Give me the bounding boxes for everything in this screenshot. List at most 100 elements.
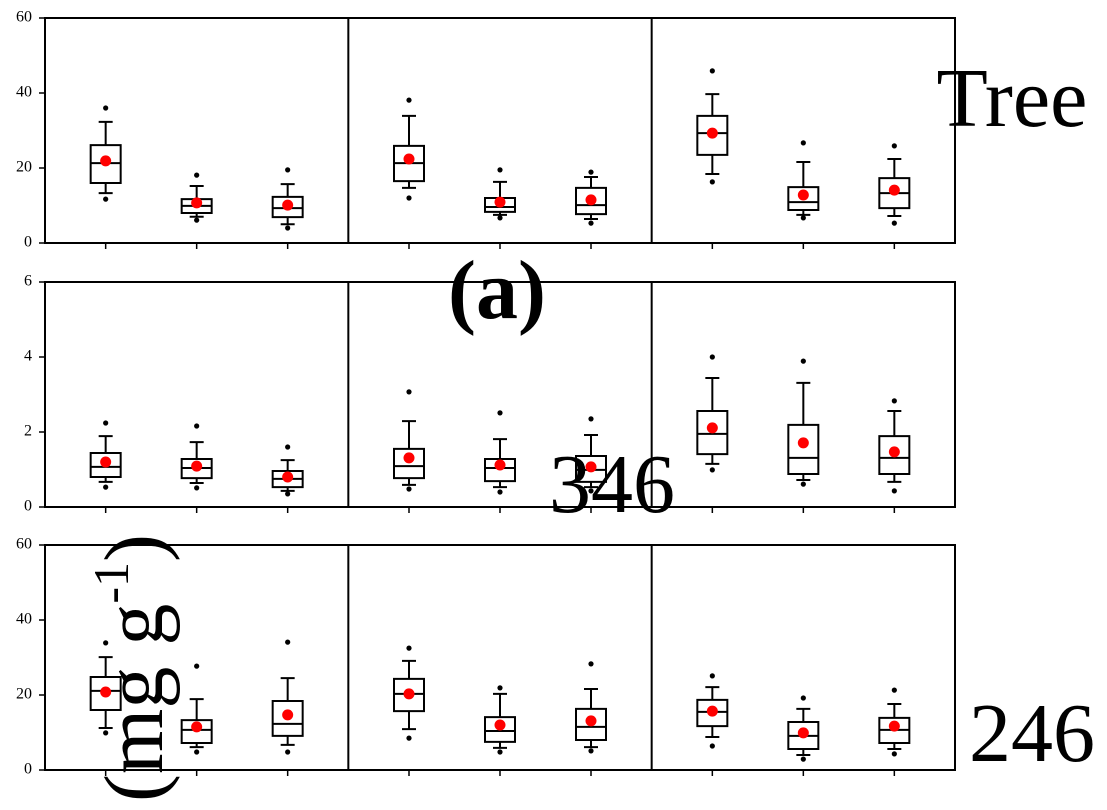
y-tick-label: 0 [24,761,32,778]
outlier [800,481,806,487]
outlier [588,416,594,422]
y-tick-label: 40 [16,611,32,628]
outlier [497,167,503,173]
y-tick-label: 6 [24,273,32,290]
mean-marker [191,460,203,472]
outlier [194,663,200,669]
outlier [588,748,594,754]
outlier [497,215,503,221]
y-label-sup: -1 [83,562,139,604]
outlier [497,749,503,755]
mean-marker [403,452,415,464]
outlier [588,220,594,226]
mean-marker [282,199,294,211]
outlier [891,687,897,693]
mean-marker [100,686,112,698]
mean-marker [403,688,415,700]
outlier [194,172,200,178]
mean-marker [797,437,809,449]
outlier [406,486,412,492]
y-tick-label: 4 [24,348,32,365]
outlier [406,389,412,395]
outlier [588,661,594,667]
y-tick-label: 20 [16,159,32,176]
y-label-text: (mg g [88,604,181,802]
outlier [709,673,715,679]
mean-marker [797,727,809,739]
mean-marker [100,155,112,167]
outlier [406,195,412,201]
mean-marker [191,197,203,209]
mean-marker [888,184,900,196]
outlier [285,444,291,450]
mean-marker [282,471,294,483]
y-tick-label: 60 [16,9,32,26]
outlier [497,685,503,691]
outlier [709,68,715,74]
mean-marker [706,422,718,434]
outlier [497,489,503,495]
mean-marker [100,456,112,468]
mean-marker [494,459,506,471]
outlier [709,467,715,473]
outlier [709,743,715,749]
outlier [588,169,594,175]
y-tick-label: 40 [16,84,32,101]
y-tick-label: 0 [24,498,32,515]
mean-marker [191,721,203,733]
outlier [194,423,200,429]
y-tick-label: 60 [16,536,32,553]
mean-marker [585,194,597,206]
outlier [103,196,109,202]
outlier [285,225,291,231]
outlier [194,485,200,491]
outlier [891,751,897,757]
mean-marker [282,709,294,721]
y-tick-label: 0 [24,234,32,251]
outlier [891,143,897,149]
y-axis-label: (mg g-1) [83,534,181,802]
mean-marker [403,153,415,165]
outlier [194,749,200,755]
box [575,707,607,741]
outlier [800,215,806,221]
outlier [800,140,806,146]
outlier [891,398,897,404]
outlier [285,749,291,755]
outlier [406,97,412,103]
y-label-text: ) [88,534,181,562]
annotation: Tree [937,52,1088,145]
y-tick-label: 2 [24,423,32,440]
outlier [709,179,715,185]
outlier [709,354,715,360]
mean-marker [494,719,506,731]
outlier [103,484,109,490]
outlier [285,167,291,173]
outlier [406,645,412,651]
outlier [285,491,291,497]
box [787,423,820,475]
outlier [800,695,806,701]
y-tick-label: 20 [16,686,32,703]
annotation: 346 [549,438,675,531]
outlier [891,220,897,226]
annotation: 246 [969,687,1095,780]
outlier [194,217,200,223]
mean-marker [706,127,718,139]
outlier [103,640,109,646]
mean-marker [706,705,718,717]
mean-marker [888,720,900,732]
outlier [103,105,109,111]
mean-marker [797,189,809,201]
outlier [406,735,412,741]
mean-marker [888,446,900,458]
outlier [588,488,594,494]
outlier [103,420,109,426]
outlier [285,639,291,645]
outlier [800,756,806,762]
outlier [800,358,806,364]
panel-label: (a) [448,244,546,337]
mean-marker [585,461,597,473]
